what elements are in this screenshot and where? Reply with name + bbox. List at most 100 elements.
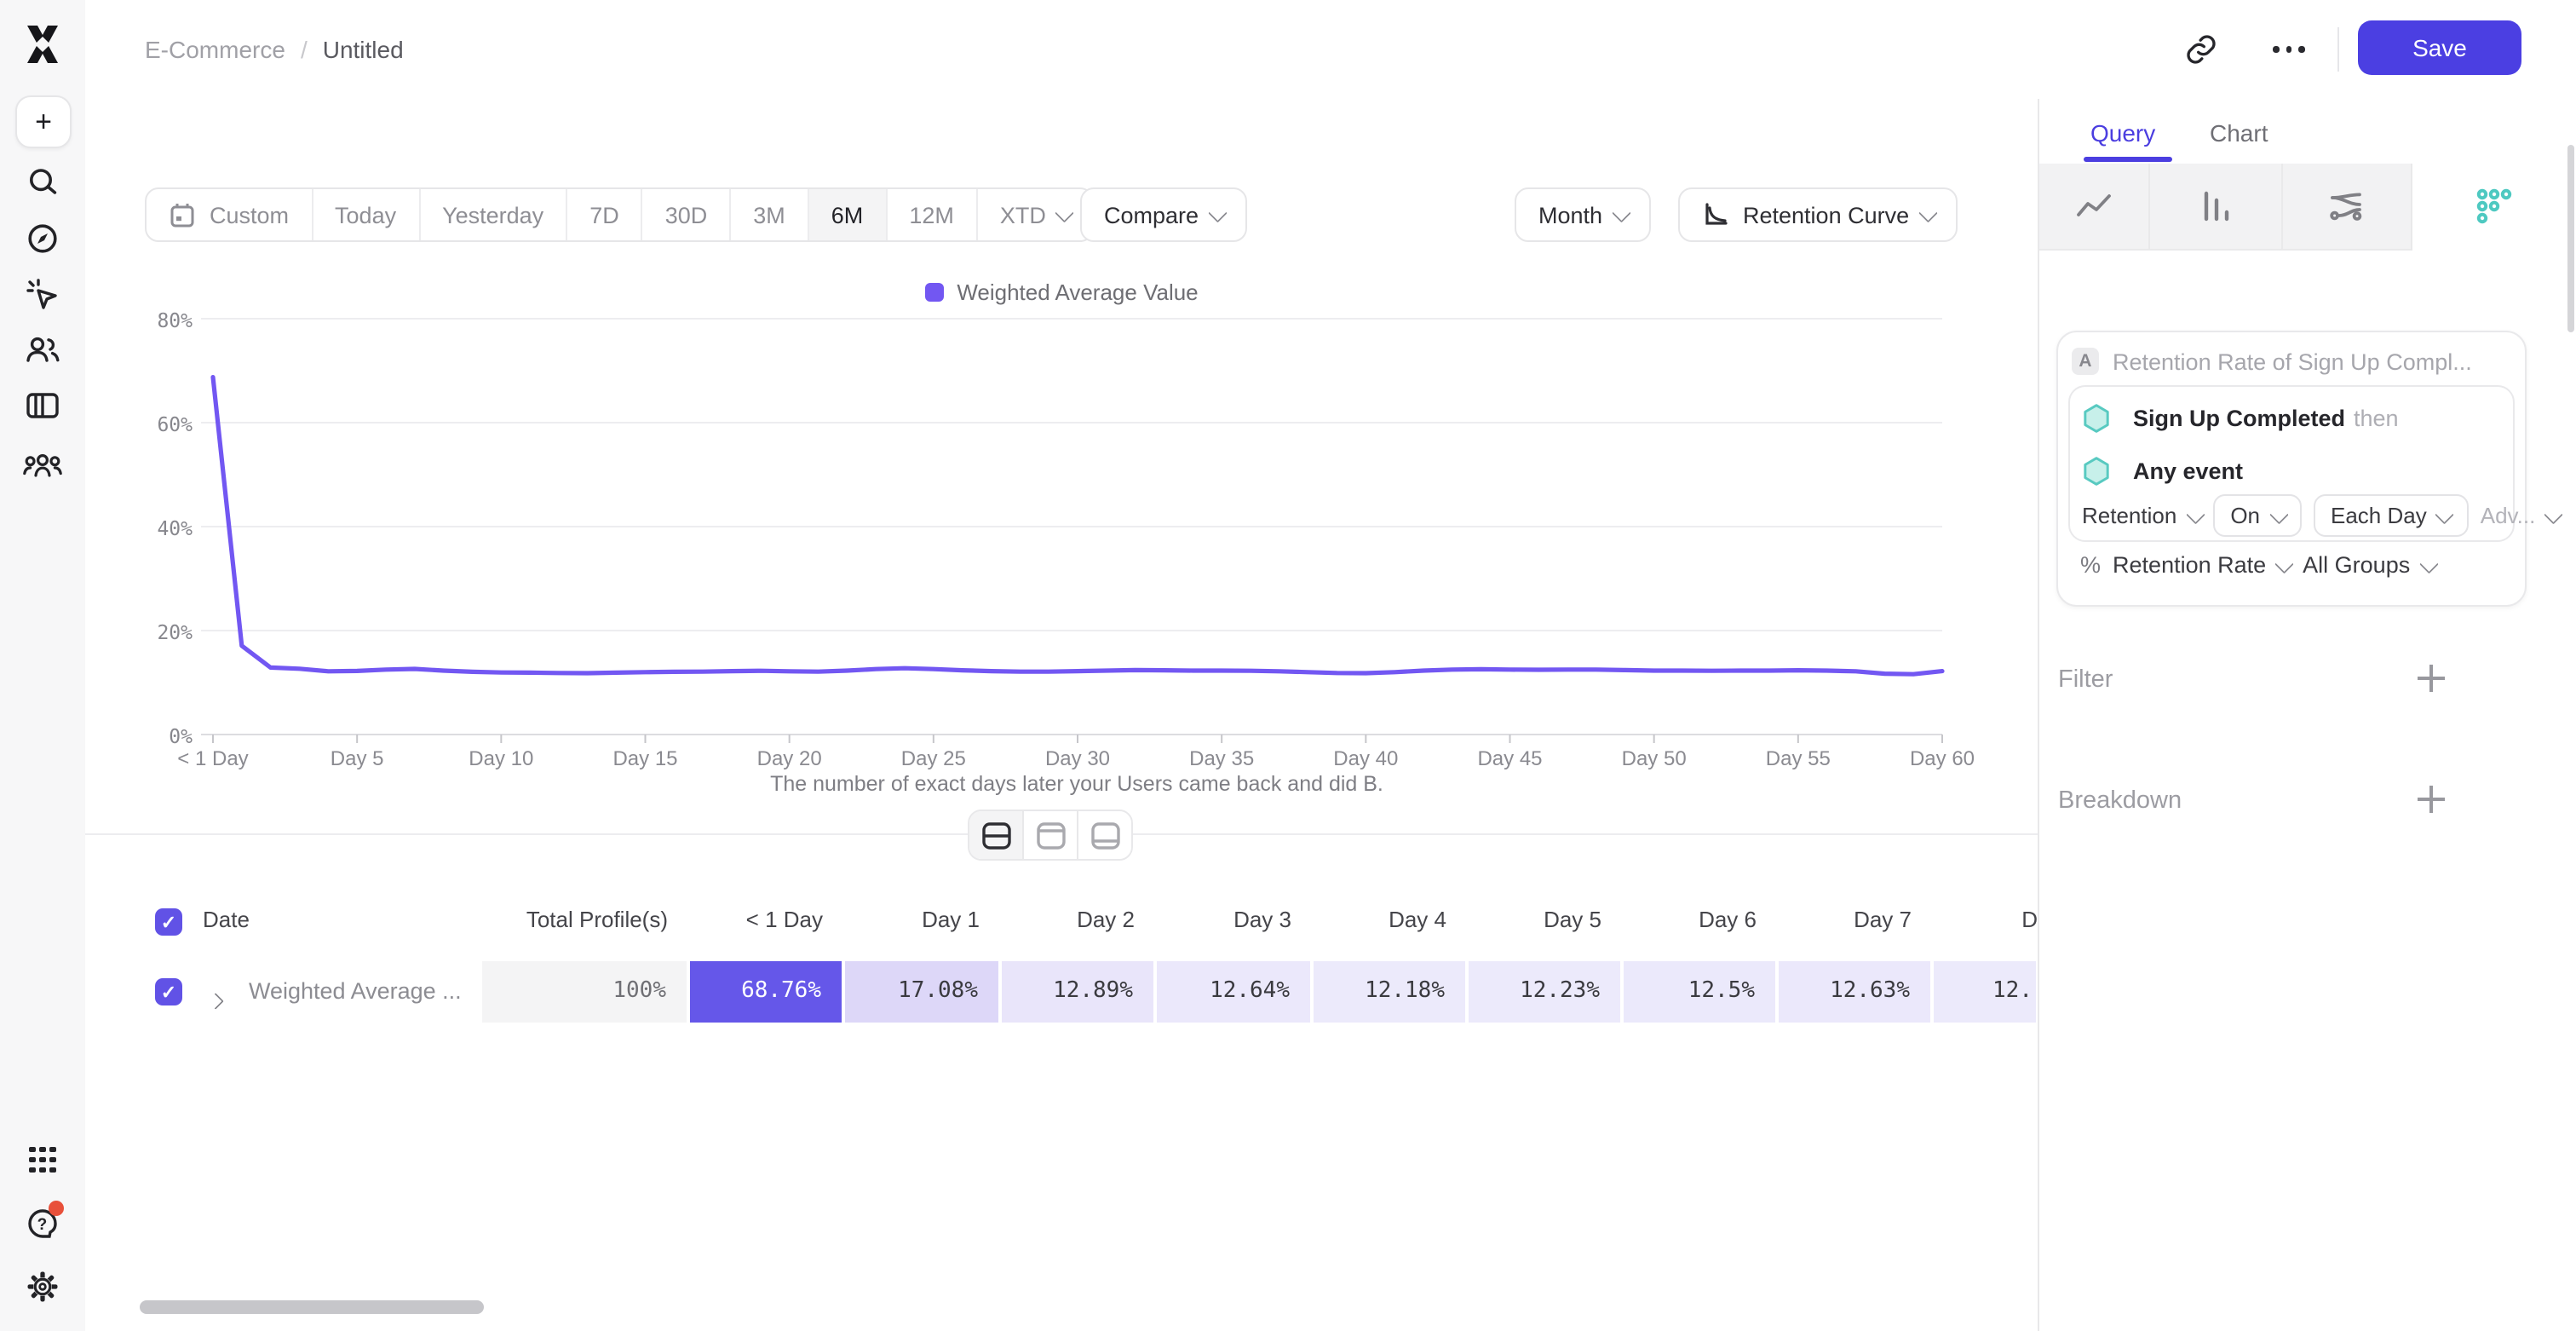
- report-type-tabs: [2039, 164, 2576, 251]
- explore-compass-icon[interactable]: [26, 222, 60, 256]
- retention-dots-icon[interactable]: [2412, 164, 2576, 249]
- table-row-label[interactable]: Weighted Average ...: [249, 978, 462, 1004]
- split-view-button[interactable]: [969, 811, 1022, 859]
- on-dropdown[interactable]: On: [2213, 494, 2302, 537]
- table-view-button[interactable]: [1077, 811, 1131, 859]
- report-main-area: Custom Today Yesterday 7D 30D 3M 6M 12M XTD Comp…: [85, 99, 2038, 1331]
- add-filter-button[interactable]: [2416, 663, 2447, 694]
- query-panel: Query Chart: [2038, 99, 2576, 1331]
- table-cell[interactable]: 17.08%: [845, 961, 998, 1023]
- more-options-icon[interactable]: [2273, 46, 2304, 52]
- table-cell[interactable]: 12.64%: [1157, 961, 1310, 1023]
- table-header-day-5: Day 5: [1544, 907, 1601, 932]
- flows-icon[interactable]: [2282, 164, 2412, 251]
- query-title[interactable]: Retention Rate of Sign Up Compl...: [2113, 349, 2472, 375]
- then-label: then: [2354, 405, 2399, 430]
- insights-line-icon[interactable]: [2039, 164, 2151, 251]
- retention-line-chart[interactable]: [85, 99, 2038, 917]
- retention-series-line: [210, 375, 1945, 677]
- panel-vertical-scrollbar[interactable]: [2567, 145, 2574, 332]
- table-header-day-6: Day 6: [1699, 907, 1757, 932]
- row-checkbox[interactable]: ✓: [155, 978, 182, 1005]
- boards-icon[interactable]: [25, 390, 60, 421]
- funnels-bars-icon[interactable]: [2150, 164, 2283, 251]
- help-icon[interactable]: ?: [25, 1201, 64, 1242]
- tab-chart[interactable]: Chart: [2210, 119, 2268, 147]
- event-a-row[interactable]: Sign Up Completed then: [2082, 402, 2399, 433]
- breadcrumb-separator: /: [300, 36, 308, 63]
- create-plus-button[interactable]: +: [15, 95, 72, 148]
- range-12m[interactable]: 12M: [885, 189, 976, 240]
- add-breakdown-button[interactable]: [2416, 784, 2447, 815]
- event-hexagon-icon: [2084, 403, 2109, 432]
- compare-button[interactable]: Compare: [1080, 187, 1248, 242]
- apps-grid-icon[interactable]: [27, 1145, 58, 1176]
- range-30d[interactable]: 30D: [641, 189, 730, 240]
- table-cell[interactable]: 12.: [1934, 961, 2036, 1023]
- range-6m[interactable]: 6M: [807, 189, 886, 240]
- table-cell[interactable]: 68.76%: [690, 961, 842, 1023]
- filter-section-label: Filter: [2058, 666, 2113, 694]
- series-badge: A: [2072, 348, 2099, 375]
- breadcrumb-project[interactable]: E-Commerce: [145, 36, 285, 63]
- chart-type-dropdown[interactable]: Retention Curve: [1678, 187, 1958, 242]
- granularity-dropdown[interactable]: Month: [1515, 187, 1652, 242]
- ai-cursor-icon[interactable]: [25, 277, 60, 313]
- settings-gear-icon[interactable]: [25, 1269, 60, 1305]
- table-cell[interactable]: 12.18%: [1314, 961, 1465, 1023]
- x-axis-tick: Day 55: [1765, 746, 1831, 770]
- advanced-dropdown[interactable]: Adv...: [2481, 503, 2563, 528]
- x-axis-tick: < 1 Day: [177, 746, 249, 770]
- breadcrumb-report-name[interactable]: Untitled: [322, 36, 404, 63]
- mixpanel-logo-icon[interactable]: [20, 22, 65, 66]
- range-3m[interactable]: 3M: [729, 189, 808, 240]
- chart-caption: The number of exact days later your User…: [770, 772, 1383, 796]
- copy-link-icon[interactable]: [2184, 32, 2218, 66]
- range-xtd[interactable]: XTD: [975, 189, 1093, 240]
- table-cell[interactable]: 100%: [482, 961, 687, 1023]
- query-definition-card: A Retention Rate of Sign Up Compl... Sig…: [2056, 331, 2563, 607]
- x-axis-tick: Day 30: [1044, 746, 1111, 770]
- table-cell[interactable]: 12.23%: [1469, 961, 1620, 1023]
- table-cell[interactable]: 12.5%: [1624, 961, 1775, 1023]
- table-header-day-1: Day 1: [922, 907, 980, 932]
- range-yesterday[interactable]: Yesterday: [418, 189, 566, 240]
- range-today[interactable]: Today: [311, 189, 418, 240]
- retention-type-dropdown[interactable]: Retention: [2082, 503, 2205, 528]
- groups-dropdown[interactable]: All Groups: [2303, 552, 2438, 578]
- view-toggle-group: [968, 810, 1133, 861]
- retention-controls-row: Retention On Each Day Adv...: [2082, 494, 2563, 537]
- table-header-day-2: Day 2: [1077, 907, 1135, 932]
- horizontal-scrollbar[interactable]: [140, 1300, 484, 1314]
- legend-label: Weighted Average Value: [957, 279, 1199, 305]
- y-axis-tick: 60%: [157, 412, 193, 436]
- y-axis-tick: 0%: [169, 724, 193, 748]
- cohorts-icon[interactable]: [22, 450, 63, 481]
- metric-dropdown[interactable]: Retention Rate: [2113, 552, 2294, 578]
- save-button[interactable]: Save: [2358, 20, 2521, 75]
- x-axis-tick: Day 50: [1621, 746, 1687, 770]
- table-cell[interactable]: 12.63%: [1779, 961, 1930, 1023]
- each-day-dropdown[interactable]: Each Day: [2314, 494, 2469, 537]
- tab-query[interactable]: Query: [2090, 119, 2156, 147]
- range-7d[interactable]: 7D: [566, 189, 641, 240]
- search-icon[interactable]: [26, 165, 60, 199]
- event-steps-card: Sign Up Completed then Any event Retentio…: [2068, 385, 2563, 542]
- x-axis-tick: Day 20: [756, 746, 822, 770]
- breakdown-section-label: Breakdown: [2058, 787, 2182, 815]
- svg-text:?: ?: [37, 1216, 48, 1234]
- range-custom[interactable]: Custom: [147, 189, 311, 240]
- select-all-checkbox[interactable]: ✓: [155, 908, 182, 936]
- chart-view-button[interactable]: [1022, 811, 1077, 859]
- x-axis-tick: Day 10: [469, 746, 534, 770]
- table-header--1-day: < 1 Day: [745, 907, 823, 932]
- event-b-row[interactable]: Any event: [2082, 455, 2243, 486]
- users-icon[interactable]: [24, 332, 61, 366]
- table-cell[interactable]: 12.89%: [1002, 961, 1153, 1023]
- retention-curve-icon: [1705, 203, 1728, 225]
- x-axis-tick: Day 60: [1909, 746, 1975, 770]
- table-header-date: Date: [203, 907, 250, 932]
- y-axis-tick: 20%: [157, 620, 193, 644]
- row-expand-chevron-icon[interactable]: [207, 985, 224, 1016]
- chart-legend[interactable]: Weighted Average Value: [85, 279, 2038, 305]
